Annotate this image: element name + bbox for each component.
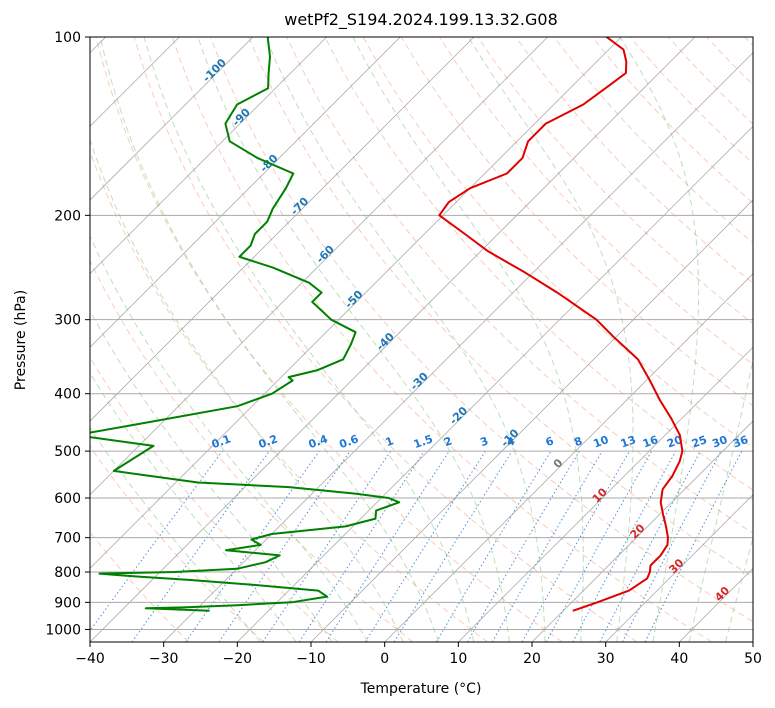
- dry-adiabat: [210, 37, 753, 623]
- mixing-ratio-label: 30: [710, 433, 729, 451]
- mixing-ratio-label: 8: [572, 434, 584, 449]
- mixing-ratio-line: [185, 450, 320, 642]
- mixing-ratio-label: 10: [592, 433, 611, 451]
- x-tick-label: −10: [296, 651, 326, 667]
- y-tick-label: 100: [54, 30, 81, 46]
- y-tick-label: 600: [54, 491, 81, 507]
- dry-adiabat: [90, 356, 339, 642]
- moist-adiabat: [725, 536, 753, 642]
- isotherm-line: [90, 37, 696, 642]
- mixing-ratio-label: 0.1: [210, 432, 233, 451]
- moist-adiabat: [90, 371, 297, 642]
- dry-adiabat: [90, 259, 414, 642]
- temperature-line: [438, 37, 684, 612]
- y-tick-label: 900: [54, 595, 81, 611]
- mixing-ratio-label: 16: [641, 433, 660, 451]
- x-tick-label: 30: [597, 651, 615, 667]
- mixing-ratio-line: [393, 450, 513, 642]
- mixing-ratio-line: [644, 450, 743, 642]
- isotherm-line: [90, 37, 548, 496]
- mixing-ratio-label: 1.5: [412, 432, 435, 451]
- moist-adiabat: [619, 37, 699, 642]
- mixing-ratio-line: [545, 450, 653, 642]
- mixing-ratio-line: [131, 450, 270, 642]
- isotherm-line: [90, 37, 401, 348]
- isotherm-line: [237, 125, 753, 642]
- mixing-ratio-label: 1: [384, 434, 396, 449]
- dewpoint-line: [90, 37, 401, 612]
- mixing-ratio-line: [521, 450, 630, 642]
- moist-adiabat: [90, 427, 261, 642]
- y-tick-label: 200: [54, 208, 81, 224]
- dry-adiabat: [90, 445, 264, 642]
- mixing-ratio-label: 6: [544, 434, 556, 449]
- mixing-ratio-label: 0.4: [307, 432, 330, 451]
- x-tick-label: 10: [449, 651, 467, 667]
- y-tick-label: 1000: [45, 622, 81, 638]
- mixing-ratio-line: [572, 450, 677, 642]
- plot-frame: [89, 36, 754, 643]
- dry-adiabat: [133, 37, 638, 642]
- mixing-ratio-label: 2: [442, 434, 454, 449]
- y-tick-label: 400: [54, 387, 81, 403]
- moist-adiabat: [265, 37, 546, 642]
- dry-adiabat: [248, 37, 753, 578]
- y-axis: 100 200 300 400 500 600 700 800 900 1000: [45, 30, 90, 638]
- moist-adiabat: [90, 234, 369, 642]
- x-axis: −40 −30 −20 −10 0 10 20 30 40 50: [75, 642, 762, 667]
- isotherm-line: [458, 346, 753, 642]
- dry-adiabat: [95, 37, 563, 642]
- isotherm-line: [90, 37, 475, 422]
- mixing-ratio-line: [298, 450, 425, 642]
- isotherm-line: [163, 52, 753, 642]
- moist-adiabat: [197, 37, 510, 642]
- mixing-ratio-label: 25: [690, 433, 709, 450]
- x-axis-label: Temperature (°C): [360, 681, 482, 697]
- moist-adiabat: [688, 358, 753, 642]
- x-tick-label: −40: [75, 651, 105, 667]
- x-tick-label: −20: [223, 651, 253, 667]
- dry-adiabat: [324, 37, 753, 491]
- dry-adiabat: [171, 37, 712, 642]
- x-tick-label: 40: [670, 651, 688, 667]
- sounding-traces: [90, 37, 684, 612]
- x-tick-label: −30: [149, 651, 179, 667]
- isotherm-line: [531, 420, 753, 642]
- dry-adiabat: [286, 37, 753, 534]
- mixing-ratio-label: 4: [505, 434, 517, 449]
- y-tick-label: 500: [54, 444, 81, 460]
- isotherm-line: [310, 199, 753, 642]
- mixing-ratio-label: 0.2: [257, 432, 280, 451]
- background-lines: -100-90-80-70-60-50-40-30-20-10010203040…: [90, 37, 753, 642]
- isotherm-line: [605, 494, 753, 642]
- moist-adiabat: [143, 37, 475, 642]
- mixing-ratio-line: [90, 450, 223, 632]
- y-axis-label: Pressure (hPa): [13, 290, 29, 390]
- moist-adiabat: [90, 138, 404, 642]
- chart-title: wetPf2_S194.2024.199.13.32.G08: [284, 10, 558, 30]
- mixing-ratio-label: 3: [478, 434, 490, 449]
- moist-adiabat: [99, 37, 439, 642]
- x-tick-label: 20: [523, 651, 541, 667]
- mixing-ratio-label: 36: [731, 433, 750, 451]
- mixing-ratio-line: [218, 450, 351, 642]
- y-tick-label: 700: [54, 531, 81, 547]
- isotherm-line: [90, 37, 327, 275]
- dry-adiabat: [515, 37, 753, 284]
- y-tick-label: 300: [54, 313, 81, 329]
- mixing-ratio-line: [325, 450, 450, 642]
- isotherm-line: [90, 37, 254, 201]
- y-tick-label: 800: [54, 565, 81, 581]
- mixing-ratio-label: 13: [619, 433, 638, 450]
- isotherm-line: [384, 273, 753, 642]
- mixing-ratio-label: 0.6: [338, 432, 361, 451]
- x-tick-label: 0: [380, 651, 389, 667]
- isotherm-line: [90, 37, 622, 569]
- moist-adiabat: [352, 37, 584, 642]
- x-tick-label: 50: [744, 651, 762, 667]
